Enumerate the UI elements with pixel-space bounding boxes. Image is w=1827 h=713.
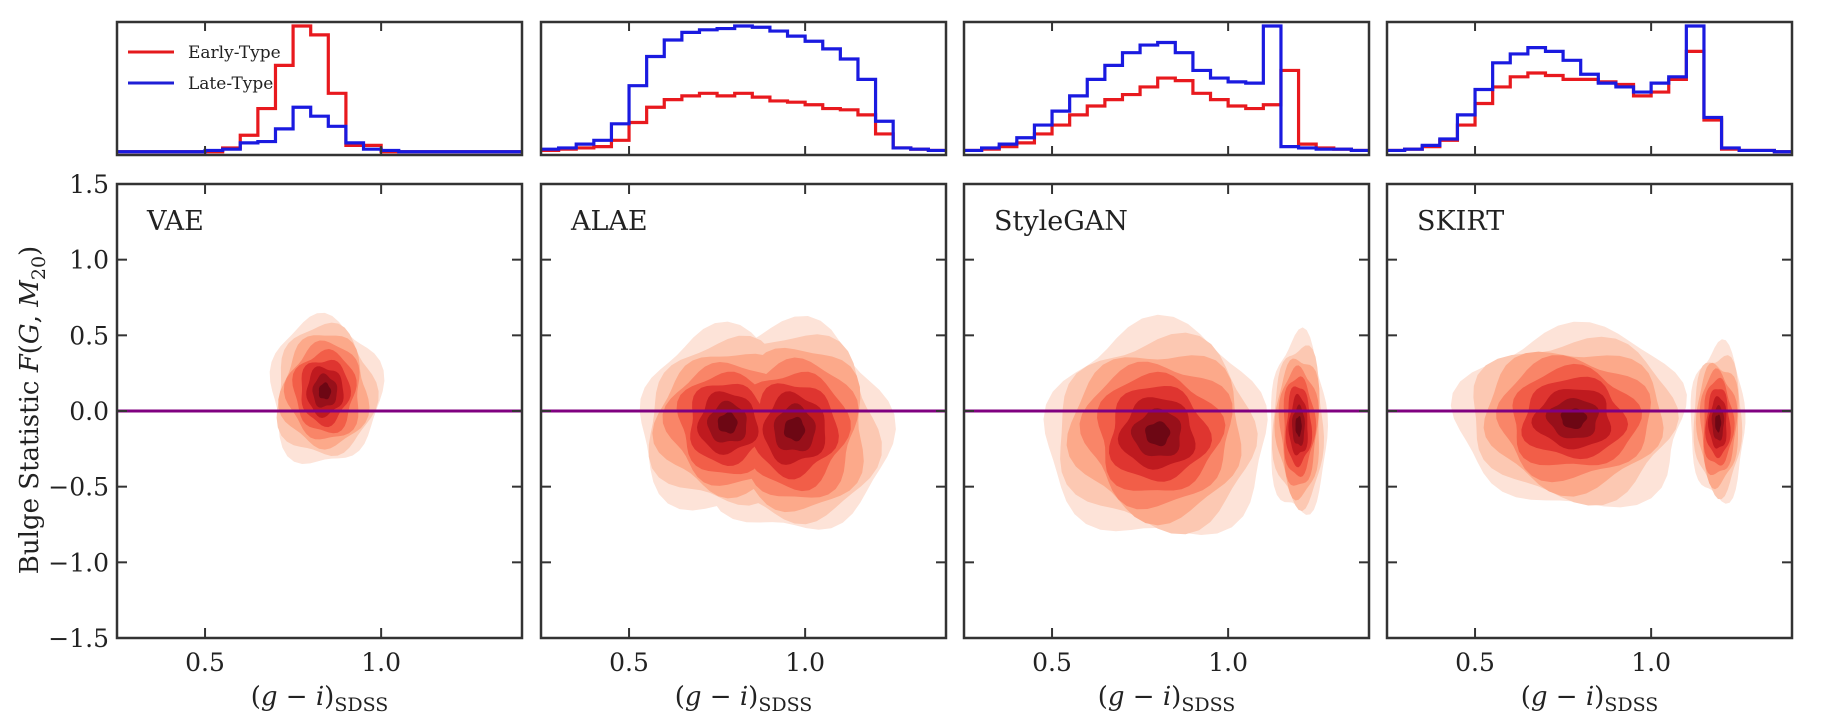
early-type-step-line	[541, 91, 946, 153]
x-tick-label: 1.0	[361, 648, 401, 677]
contour-group	[1043, 314, 1328, 535]
x-axis-label: (g − i)SDSS	[1521, 682, 1659, 713]
histogram-frame	[962, 20, 1371, 157]
y-tick-label: 1.0	[69, 246, 109, 275]
contour-level-8	[1715, 414, 1722, 433]
x-tick-label: 0.5	[609, 648, 649, 677]
x-tick-label: 0.5	[1455, 648, 1495, 677]
early-type-step-line	[117, 24, 522, 154]
density-skirt: 0.5 1.0 SKIRT (g − i)SDSS	[1385, 182, 1794, 713]
histogram-skirt	[1385, 20, 1794, 157]
panel-label-stylegan: StyleGAN	[994, 206, 1128, 237]
x-axis-label: (g − i)SDSS	[1098, 682, 1236, 713]
histogram-frame	[1385, 20, 1794, 157]
histogram-stylegan	[962, 20, 1371, 157]
y-tick-label: −0.5	[48, 473, 109, 502]
y-tick-label: −1.5	[48, 624, 109, 653]
x-axis-label: (g − i)SDSS	[251, 682, 389, 713]
late-type-step-line	[964, 24, 1369, 153]
x-tick-label: 0.5	[185, 648, 225, 677]
x-tick-label: 1.0	[785, 648, 825, 677]
x-tick-label: 1.0	[1631, 648, 1671, 677]
contour-group	[639, 316, 896, 530]
histogram-alae	[539, 20, 948, 157]
late-type-step-line	[117, 105, 522, 154]
panel-label-alae: ALAE	[570, 206, 648, 237]
y-tick-label: −1.0	[48, 548, 109, 577]
panel-skirt: 0.5 1.0 SKIRT (g − i)SDSS	[1385, 20, 1794, 713]
histogram-vae: Early-Type Late-Type	[115, 20, 524, 157]
contour-level-8	[1145, 421, 1171, 447]
contour-level-8	[1295, 416, 1302, 437]
late-type-step-line	[541, 24, 946, 153]
legend-label-late-type: Late-Type	[188, 74, 273, 94]
x-axis-label: (g − i)SDSS	[675, 682, 813, 713]
panel-label-vae: VAE	[146, 206, 204, 237]
histogram-frame	[539, 20, 948, 157]
contour-level-8	[783, 416, 806, 442]
panel-label-skirt: SKIRT	[1417, 206, 1504, 237]
histogram-frame	[115, 20, 524, 157]
contour-group	[269, 312, 385, 464]
density-alae: 0.5 1.0 ALAE (g − i)SDSS	[539, 182, 948, 713]
y-tick-label: 0.0	[69, 397, 109, 426]
y-axis-label: Bulge Statistic F(G, M20)	[15, 246, 50, 574]
contour-level-8	[717, 412, 738, 434]
legend: Early-Type Late-Type	[128, 43, 281, 94]
contour-group	[1450, 321, 1746, 508]
panel-stylegan: 0.5 1.0 StyleGAN (g − i)SDSS	[962, 20, 1371, 713]
legend-label-early-type: Early-Type	[188, 43, 281, 63]
x-tick-label: 0.5	[1032, 648, 1072, 677]
y-tick-label: 1.5	[69, 170, 109, 199]
late-type-step-line	[1387, 24, 1792, 154]
early-type-step-line	[1387, 49, 1792, 154]
density-stylegan: 0.5 1.0 StyleGAN (g − i)SDSS	[962, 182, 1371, 713]
contour-level-8	[1560, 408, 1588, 429]
panel-vae: Early-Type Late-Type −1.5 −1.0 −0.5 0.0 0.5 1.0…	[48, 20, 524, 713]
density-vae: −1.5 −1.0 −0.5 0.0 0.5 1.0 1.5 0.5 1.0 VAE (g − i)…	[48, 170, 524, 713]
contour-level-8	[318, 382, 332, 400]
panel-alae: 0.5 1.0 ALAE (g − i)SDSS	[539, 20, 948, 713]
y-tick-label: 0.5	[69, 321, 109, 350]
panels-layer: Early-Type Late-Type −1.5 −1.0 −0.5 0.0 0.5 1.0…	[48, 20, 1794, 713]
x-tick-label: 1.0	[1208, 648, 1248, 677]
